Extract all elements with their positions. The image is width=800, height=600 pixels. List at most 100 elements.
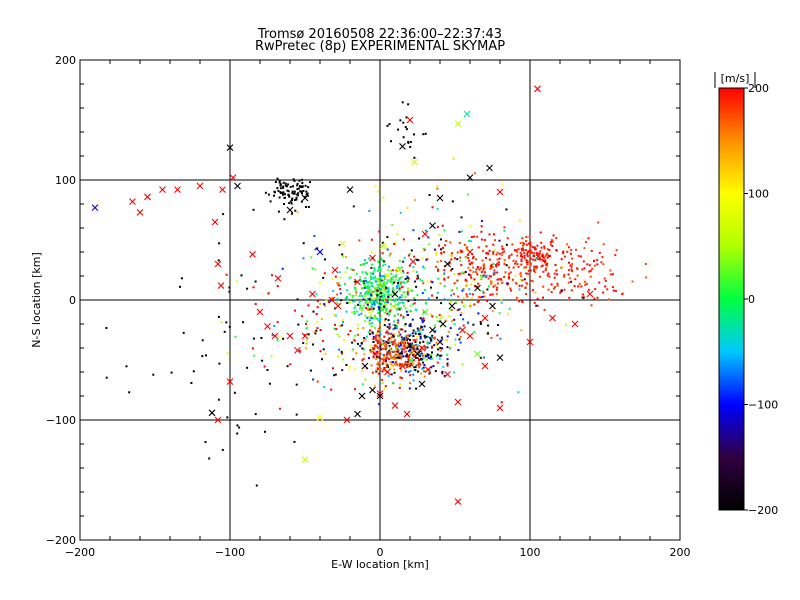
scatter-dot [388, 344, 391, 347]
scatter-dot [382, 260, 385, 263]
scatter-dot [325, 298, 328, 301]
scatter-dot [612, 286, 614, 288]
scatter-dot [471, 293, 474, 296]
scatter-dot [380, 303, 383, 305]
scatter-dot [476, 273, 479, 276]
scatter-dot [407, 356, 410, 359]
scatter-cross [286, 332, 294, 340]
scatter-dot [406, 275, 409, 278]
scatter-dot [427, 356, 430, 359]
scatter-dot [511, 278, 514, 281]
scatter-dot [365, 307, 368, 310]
scatter-dot [321, 339, 324, 342]
scatter-dot [453, 318, 456, 321]
scatter-dot [431, 351, 433, 354]
scatter-cross [316, 248, 324, 256]
scatter-dot [477, 286, 480, 289]
scatter-dot [412, 347, 415, 350]
scatter-dot [436, 207, 439, 210]
scatter-dot [422, 357, 425, 360]
scatter-dot [283, 203, 285, 205]
scatter-dot [354, 288, 357, 291]
scatter-dot [393, 363, 396, 366]
scatter-dot [568, 296, 571, 299]
scatter-dot [496, 334, 499, 337]
scatter-dot [504, 271, 507, 274]
scatter-dot [354, 287, 357, 289]
scatter-dot [470, 297, 473, 299]
scatter-dot [293, 440, 296, 443]
scatter-dot [496, 262, 499, 265]
scatter-dot [305, 322, 307, 325]
scatter-dot [225, 273, 228, 276]
scatter-dot [560, 266, 563, 269]
scatter-dot [364, 292, 367, 295]
scatter-dot [276, 187, 279, 190]
scatter-dot [570, 280, 573, 283]
scatter-dot [546, 274, 549, 277]
scatter-dot [380, 287, 382, 290]
grid-lines [80, 60, 680, 540]
scatter-dot [390, 363, 393, 366]
scatter-dot [182, 331, 185, 334]
scatter-dot [388, 123, 391, 126]
scatter-dot [370, 238, 373, 241]
scatter-dot [477, 266, 479, 269]
scatter-cross [372, 350, 379, 358]
scatter-dot [385, 288, 388, 290]
scatter-dot [496, 271, 499, 274]
scatter-dot [392, 278, 395, 281]
scatter-dot [384, 358, 387, 361]
scatter-dot [437, 269, 439, 272]
scatter-dot [383, 284, 386, 287]
scatter-dot [334, 323, 336, 326]
scatter-dot [383, 319, 386, 322]
scatter-dot [236, 280, 238, 283]
scatter-dot [346, 302, 349, 304]
scatter-dot [339, 288, 342, 291]
scatter-dot [323, 272, 326, 275]
scatter-dot [393, 243, 396, 245]
scatter-dot [363, 284, 366, 286]
scatter-dot [393, 358, 396, 361]
scatter-dot [366, 281, 369, 284]
scatter-dot [366, 298, 369, 301]
scatter-dot [525, 261, 528, 264]
scatter-dot [433, 324, 436, 327]
scatter-dot [228, 290, 231, 293]
scatter-cross [358, 392, 366, 400]
scatter-dot [370, 305, 373, 308]
scatter-dot [287, 183, 290, 186]
scatter-dot [583, 267, 586, 270]
scatter-dot [589, 275, 592, 278]
scatter-dot [490, 280, 492, 283]
scatter-dot [422, 282, 425, 285]
scatter-dot [396, 362, 399, 365]
scatter-dot [408, 387, 411, 390]
scatter-dot [534, 248, 537, 251]
scatter-dot [423, 319, 426, 322]
scatter-dot [446, 362, 449, 365]
scatter-dot [305, 342, 308, 345]
scatter-dot [386, 281, 389, 284]
scatter-dot [376, 311, 379, 314]
scatter-dot [404, 370, 407, 373]
scatter-dot [422, 265, 425, 268]
scatter-dot [525, 236, 528, 238]
scatter-dot [395, 358, 398, 361]
scatter-dot [576, 274, 579, 277]
scatter-dot [152, 373, 155, 376]
scatter-dot [528, 269, 530, 272]
scatter-dot [420, 352, 423, 355]
scatter-dot [404, 355, 407, 358]
scatter-dot [446, 335, 449, 338]
scatter-dot [480, 238, 483, 241]
scatter-dot [290, 202, 293, 205]
scatter-dot [525, 281, 528, 284]
scatter-dot [401, 347, 403, 349]
scatter-dot [359, 300, 362, 303]
scatter-dot [588, 264, 591, 267]
scatter-dot [490, 336, 493, 339]
scatter-dot [521, 249, 524, 252]
scatter-dot [417, 277, 420, 280]
